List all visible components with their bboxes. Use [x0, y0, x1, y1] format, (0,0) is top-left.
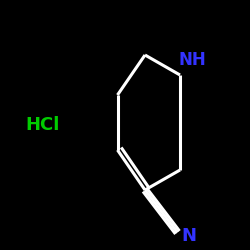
Text: N: N: [181, 227, 196, 245]
Text: HCl: HCl: [25, 116, 60, 134]
Text: NH: NH: [178, 51, 206, 69]
